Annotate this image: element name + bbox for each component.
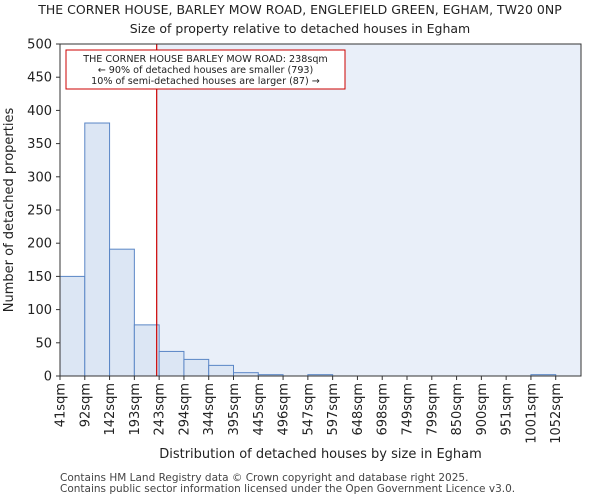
x-tick-label: 193sqm xyxy=(128,383,143,436)
x-tick-label: 243sqm xyxy=(153,383,168,436)
bar-193sqm xyxy=(133,324,160,377)
bar-294sqm xyxy=(183,358,210,377)
footer-licence: Contains public sector information licen… xyxy=(60,483,516,495)
chart-title-line2: Size of property relative to detached ho… xyxy=(129,21,471,36)
x-tick-label: 547sqm xyxy=(301,383,316,436)
annotation-box: THE CORNER HOUSE BARLEY MOW ROAD: 238sqm… xyxy=(65,49,346,90)
y-tick-label: 100 xyxy=(27,303,52,318)
x-tick-label: 41sqm xyxy=(54,383,69,427)
x-tick-label: 395sqm xyxy=(227,383,242,436)
y-axis-label: Number of detached properties xyxy=(2,108,17,313)
y-tick-label: 450 xyxy=(27,71,52,86)
footer-copyright: Contains HM Land Registry data © Crown c… xyxy=(60,472,469,484)
x-tick-label: 92sqm xyxy=(78,383,93,427)
x-tick-label: 294sqm xyxy=(177,383,192,436)
x-tick-label: 799sqm xyxy=(425,383,440,436)
y-tick-label: 50 xyxy=(35,336,52,351)
chart-title-line1: THE CORNER HOUSE, BARLEY MOW ROAD, ENGLE… xyxy=(38,2,562,17)
annotation-line1: THE CORNER HOUSE BARLEY MOW ROAD: 238sqm xyxy=(82,54,328,65)
axes: 0 50 100 150 200 250 300 350 400 450 500 41sqm 92sqm… xyxy=(27,38,582,444)
bar-92sqm xyxy=(84,122,111,377)
x-tick-label: 900sqm xyxy=(475,383,490,436)
x-tick-label: 445sqm xyxy=(252,383,267,436)
x-axis-label: Distribution of detached houses by size … xyxy=(159,447,482,462)
larger-properties-shade xyxy=(156,44,581,376)
bar-41sqm xyxy=(59,275,86,377)
y-tick-label: 500 xyxy=(27,38,52,53)
x-tick-label: 1001sqm xyxy=(524,383,539,444)
x-tick-label: 698sqm xyxy=(376,383,391,436)
annotation-border xyxy=(65,49,346,90)
y-tick-label: 400 xyxy=(27,104,52,119)
x-tick-label: 951sqm xyxy=(500,383,515,436)
x-tick-label: 850sqm xyxy=(450,383,465,436)
x-tick-label: 142sqm xyxy=(103,383,118,436)
x-tick-label: 1052sqm xyxy=(549,383,564,444)
y-tick-label: 350 xyxy=(27,137,52,152)
y-tick-label: 250 xyxy=(27,204,52,219)
bar-142sqm xyxy=(109,248,135,377)
x-tick-label: 749sqm xyxy=(401,383,416,436)
x-tick-label: 344sqm xyxy=(202,383,217,436)
annotation-line3: 10% of semi-detached houses are larger (… xyxy=(91,76,320,87)
y-tick-label: 300 xyxy=(27,170,52,185)
bars xyxy=(59,122,557,377)
x-tick-label: 648sqm xyxy=(351,383,366,436)
bar-243sqm xyxy=(158,350,185,377)
bar-344sqm xyxy=(208,364,235,377)
x-tick-label: 496sqm xyxy=(277,383,292,436)
y-tick-label: 200 xyxy=(27,237,52,252)
x-tick-label: 597sqm xyxy=(326,383,341,436)
annotation-line2: ← 90% of detached houses are smaller (79… xyxy=(98,65,314,76)
y-tick-label: 0 xyxy=(44,370,52,385)
y-tick-label: 150 xyxy=(27,270,52,285)
